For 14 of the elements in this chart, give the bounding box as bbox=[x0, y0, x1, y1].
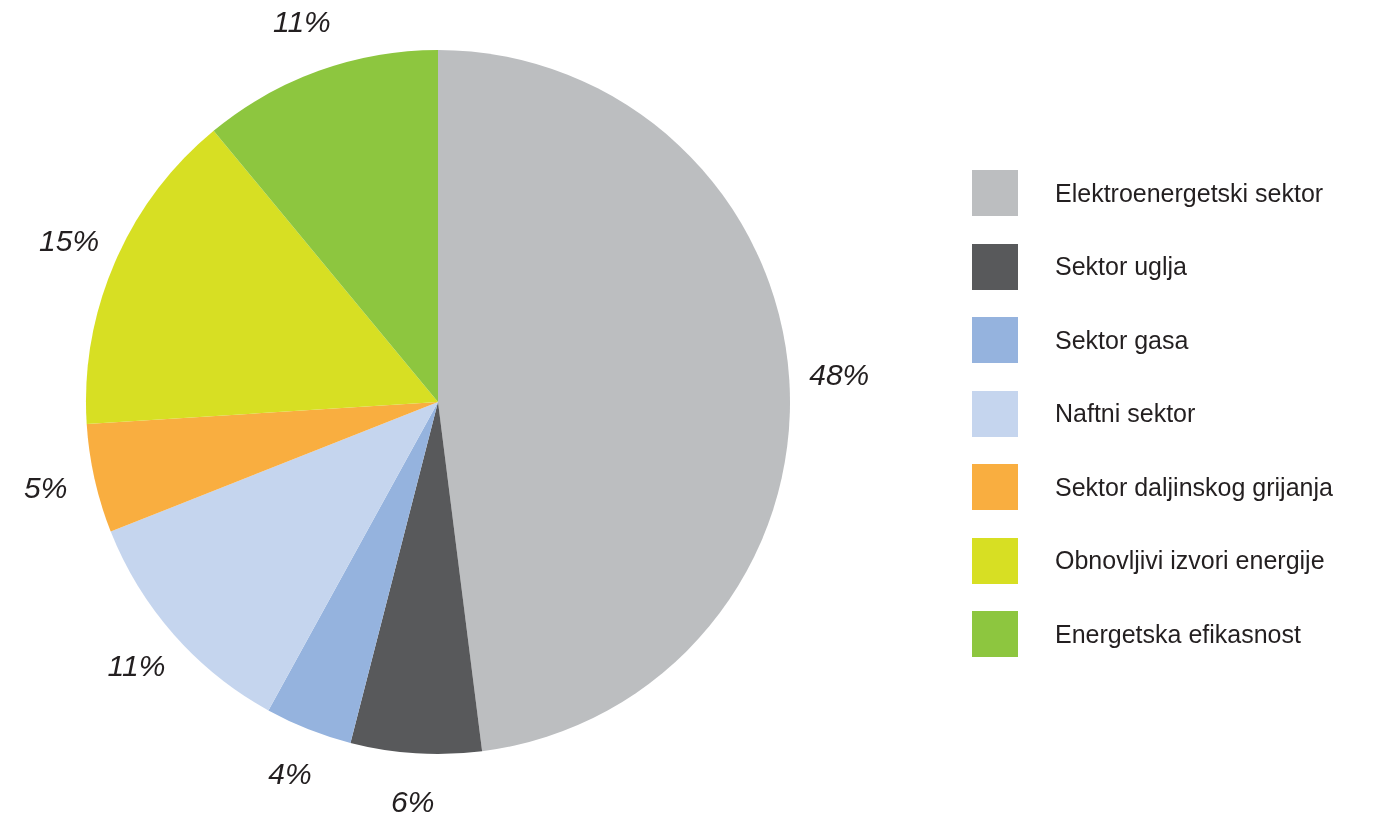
legend-label: Obnovljivi izvori energije bbox=[1055, 546, 1325, 575]
legend-label: Sektor uglja bbox=[1055, 252, 1188, 281]
legend-label: Naftni sektor bbox=[1055, 399, 1196, 428]
data-label: 48% bbox=[809, 358, 870, 392]
legend-label: Elektroenergetski sektor bbox=[1055, 178, 1324, 208]
data-label: 4% bbox=[268, 757, 312, 791]
legend-label: Energetska efikasnost bbox=[1055, 619, 1301, 649]
data-label: 6% bbox=[391, 784, 435, 818]
legend-label: Sektor daljinskog grijanja bbox=[1055, 472, 1333, 502]
data-label: 11% bbox=[107, 649, 166, 683]
data-label: 5% bbox=[24, 471, 68, 505]
data-label: 15% bbox=[39, 223, 100, 257]
data-label: 11% bbox=[272, 5, 331, 39]
legend-label: Sektor gasa bbox=[1055, 325, 1189, 355]
